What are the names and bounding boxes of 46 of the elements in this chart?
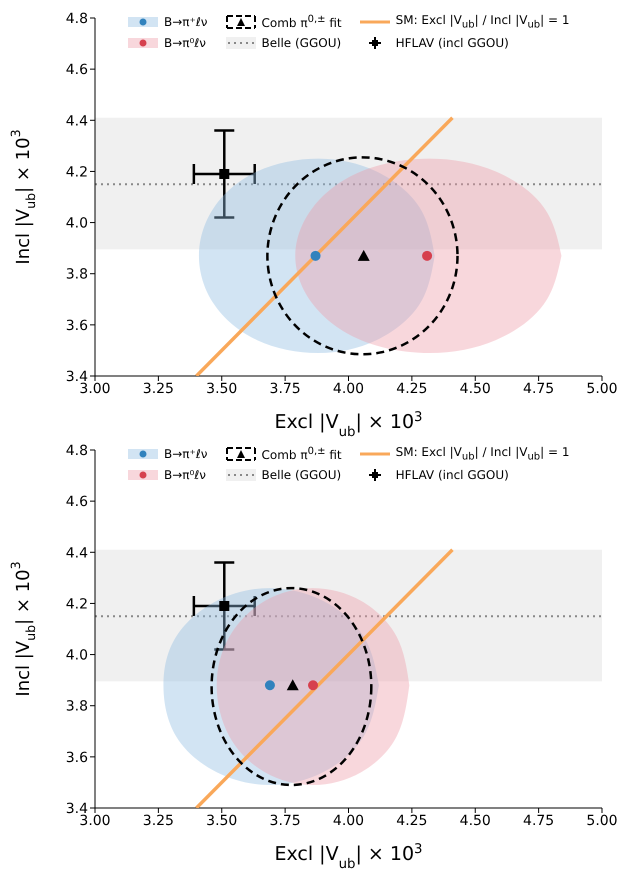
x-tick-label: 3.75 (270, 380, 301, 397)
y-tick-label: 4.4 (66, 113, 88, 130)
y-tick-label: 3.6 (66, 318, 88, 334)
y-tick-label: 4.8 (66, 442, 88, 459)
y-tick-label: 3.8 (66, 266, 88, 283)
legend-label: Comb π$^{0,±}$ fit (262, 14, 342, 30)
legend-label: HFLAV (incl GGOU) (396, 468, 509, 482)
x-tick-label: 3.00 (79, 380, 111, 397)
x-tick-label: 5.00 (586, 812, 618, 829)
y-tick-label: 4.6 (66, 62, 88, 78)
legend-label: HFLAV (incl GGOU) (396, 36, 509, 50)
x-axis-title: Excl |V$_{ub}$| × 10$^{3}$ (274, 842, 423, 872)
x-tick-label: 4.75 (523, 812, 554, 829)
y-tick-label: 4.8 (66, 10, 88, 27)
y-tick-label: 3.8 (66, 698, 88, 715)
x-axis-title: Excl |V$_{ub}$| × 10$^{3}$ (274, 410, 423, 440)
y-tick-label: 4.2 (66, 164, 88, 180)
x-tick-label: 3.50 (206, 812, 238, 829)
x-tick-label: 4.00 (332, 812, 364, 829)
x-tick-label: 4.50 (460, 812, 491, 829)
x-tick-label: 5.00 (586, 380, 618, 397)
legend-label: B→π⁰ℓν (164, 468, 206, 482)
y-tick-label: 3.6 (66, 750, 88, 766)
y-tick-label: 4.4 (66, 545, 88, 562)
legend-label: SM: Excl |V$_{ub}$| / Incl |V$_{ub}$| = 1 (396, 445, 570, 463)
legend-label: B→π⁰ℓν (164, 36, 206, 50)
x-tick-label: 4.25 (396, 812, 428, 829)
x-tick-label: 4.50 (460, 380, 491, 397)
legend-label: Comb π$^{0,±}$ fit (262, 446, 342, 462)
x-tick-label: 4.25 (396, 380, 428, 397)
x-tick-label: 3.50 (206, 380, 238, 397)
legend-label: SM: Excl |V$_{ub}$| / Incl |V$_{ub}$| = 1 (396, 13, 570, 31)
x-tick-label: 4.75 (523, 380, 554, 397)
legend-label: B→π⁺ℓν (164, 15, 208, 29)
x-tick-label: 3.25 (142, 380, 174, 397)
y-tick-label: 4.6 (66, 494, 88, 510)
x-tick-label: 3.00 (79, 812, 111, 829)
y-tick-label: 4.0 (66, 648, 88, 664)
x-tick-label: 3.25 (142, 812, 174, 829)
y-tick-label: 4.0 (66, 216, 88, 232)
x-tick-label: 3.75 (270, 812, 301, 829)
x-tick-label: 4.00 (332, 380, 364, 397)
legend-label: Belle (GGOU) (262, 36, 342, 50)
y-tick-label: 4.2 (66, 596, 88, 612)
legend-label: B→π⁺ℓν (164, 447, 208, 461)
legend-label: Belle (GGOU) (262, 468, 342, 482)
